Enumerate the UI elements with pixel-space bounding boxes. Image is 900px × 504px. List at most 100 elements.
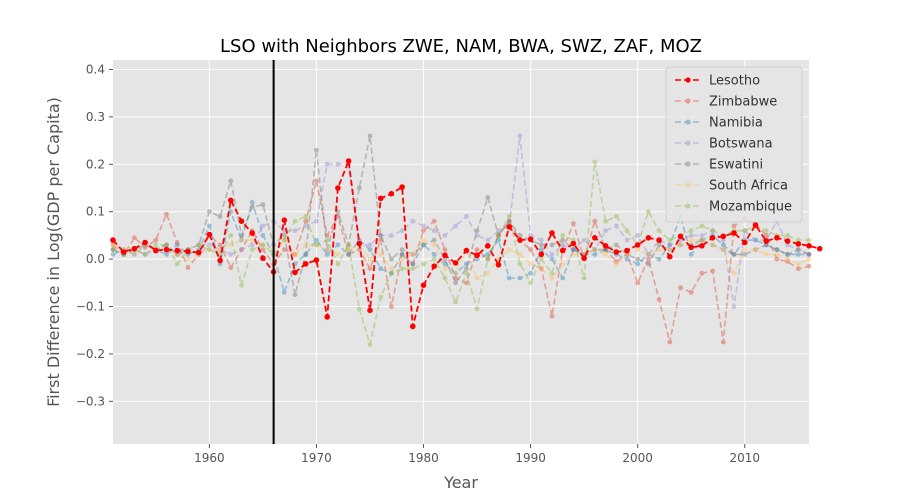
data-point (132, 252, 137, 257)
data-point (496, 228, 501, 234)
data-point (731, 270, 737, 276)
data-point (303, 252, 309, 257)
data-point (410, 266, 416, 271)
data-point (656, 228, 662, 234)
data-point (635, 261, 641, 267)
series-line (112, 135, 810, 295)
data-point (314, 242, 319, 248)
data-point (485, 195, 491, 200)
data-point (592, 247, 598, 253)
x-axis-label: Year (443, 473, 478, 492)
data-point (795, 241, 802, 247)
series-line (112, 135, 810, 307)
data-point (314, 237, 319, 243)
data-point (431, 242, 437, 248)
data-point (110, 247, 116, 253)
data-point (464, 261, 469, 267)
data-point (453, 270, 458, 276)
data-point (699, 237, 705, 243)
data-point (560, 233, 566, 238)
data-point (699, 243, 705, 249)
data-point (496, 233, 501, 238)
series-line (112, 199, 809, 295)
data-point (795, 247, 801, 253)
y-tick-label: 0.4 (86, 62, 105, 76)
data-point (571, 247, 576, 253)
series-lesotho (110, 157, 823, 330)
data-point (399, 256, 405, 262)
data-point (613, 259, 619, 264)
data-point (549, 313, 555, 319)
data-point (731, 252, 737, 257)
data-point (806, 237, 812, 243)
data-point (635, 280, 641, 286)
data-point (185, 265, 191, 270)
data-point (763, 238, 769, 244)
data-point (549, 252, 555, 257)
data-point (399, 266, 405, 271)
data-point (228, 197, 234, 204)
data-point (453, 275, 458, 281)
data-point (795, 237, 801, 243)
data-point (720, 247, 726, 253)
data-point (378, 266, 384, 271)
y-tick-label: 0.1 (86, 205, 105, 219)
data-point (560, 237, 566, 243)
data-point (560, 261, 566, 267)
data-point (174, 242, 180, 248)
data-point (613, 261, 619, 267)
data-point (763, 252, 769, 257)
data-point (646, 256, 651, 262)
y-tick-label: −0.1 (76, 300, 105, 314)
data-point (710, 228, 715, 234)
data-point (324, 247, 330, 253)
data-point (335, 161, 341, 167)
data-point (720, 247, 726, 253)
data-point (549, 270, 555, 276)
series-line (112, 238, 810, 280)
data-point (678, 285, 683, 290)
data-point (260, 202, 266, 208)
data-point (153, 242, 159, 248)
data-point (378, 252, 384, 257)
data-point (731, 252, 737, 257)
data-point (389, 256, 394, 262)
series-line (112, 161, 809, 348)
data-point (624, 256, 630, 262)
data-point (677, 233, 684, 240)
data-point (763, 228, 769, 234)
data-point (634, 242, 641, 248)
data-point (389, 270, 394, 276)
data-point (239, 247, 244, 253)
y-tick-label: 0.3 (86, 110, 105, 124)
data-point (389, 266, 394, 271)
data-point (314, 147, 319, 153)
data-point (292, 228, 298, 234)
y-tick-label: −0.3 (76, 394, 105, 408)
data-point (153, 247, 159, 254)
data-point (453, 270, 458, 276)
data-point (603, 218, 608, 224)
legend-item (675, 77, 701, 83)
data-point (742, 239, 748, 246)
data-point (538, 266, 544, 271)
data-point (303, 223, 309, 229)
legend-label: Botswana (709, 137, 773, 152)
data-point (784, 238, 791, 244)
data-point (656, 297, 662, 302)
data-point (110, 247, 116, 253)
data-point (613, 223, 619, 229)
data-point (592, 252, 598, 257)
data-point (410, 252, 416, 257)
data-point (346, 252, 351, 257)
data-point (174, 261, 180, 267)
data-point (688, 237, 694, 243)
data-point (410, 261, 416, 267)
data-point (474, 306, 480, 312)
data-point (646, 209, 651, 215)
data-point (688, 252, 694, 257)
data-point (399, 252, 405, 257)
data-point (774, 235, 780, 241)
data-point (646, 252, 651, 257)
data-point (281, 237, 287, 243)
